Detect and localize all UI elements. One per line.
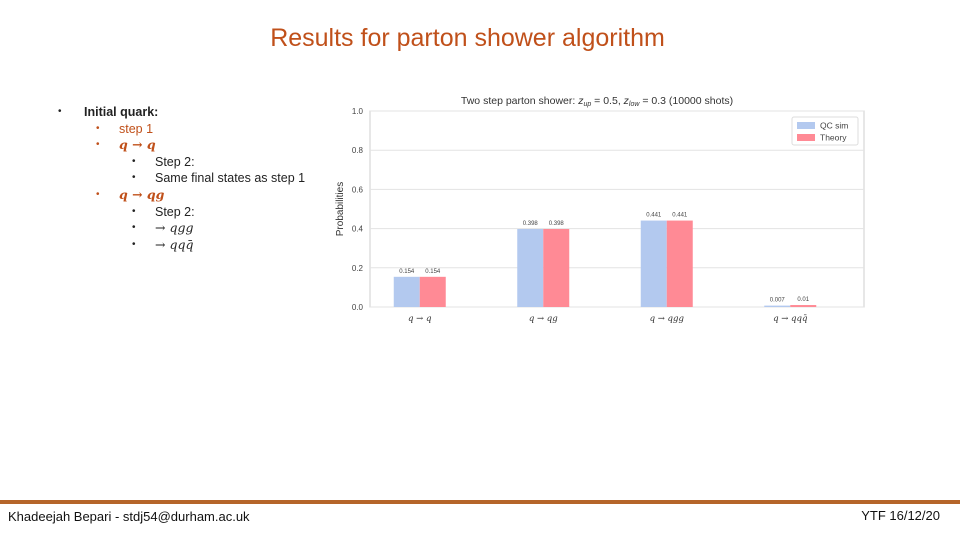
bullet-item: • step 1 (58, 121, 358, 138)
bullet-item: • → qqq̄ (58, 237, 358, 254)
bar-value-label: 0.441 (672, 213, 688, 219)
bullet-item: • Initial quark: (58, 104, 358, 121)
bar-value-label: 0.441 (646, 213, 662, 219)
bar-value-label: 0.01 (797, 297, 809, 303)
legend-swatch (797, 122, 815, 129)
bullet-text: step 1 (119, 121, 154, 136)
y-axis-label: Probabilities (335, 182, 346, 236)
footer-date: YTF 16/12/20 (861, 508, 940, 523)
bar-value-label: 0.007 (770, 298, 786, 304)
bar (640, 220, 667, 307)
bullet-item: • Same final states as step 1 (58, 170, 358, 187)
y-tick-label: 0.4 (352, 225, 364, 234)
bar (517, 228, 544, 307)
bullet-text: → qgg (155, 220, 194, 236)
bar (419, 276, 446, 307)
legend-swatch (797, 134, 815, 141)
bullet-text: Step 2: (155, 204, 195, 219)
bar-chart: 0.0 0.2 0.4 0.6 0.8 1.0 Probabilities Two step … (330, 88, 875, 333)
bullet-text: → qqq̄ (155, 236, 194, 252)
bullet-dot-icon: • (132, 222, 136, 234)
bar-value-label: 0.154 (425, 269, 441, 275)
y-tick-label: 0.6 (352, 185, 364, 194)
bullet-item: • q → qg (58, 187, 358, 204)
bullet-item: • q → q (58, 137, 358, 154)
bullet-item: • Step 2: (58, 204, 358, 221)
bullet-dot-icon: • (132, 155, 136, 167)
bar (764, 305, 791, 307)
bullet-text: Same final states as step 1 (155, 171, 306, 186)
legend-label: Theory (820, 133, 847, 143)
x-tick-label: q → qqq̄ (773, 314, 808, 324)
chart-svg: 0.0 0.2 0.4 0.6 0.8 1.0 Probabilities Two step … (335, 95, 865, 324)
bullet-item: • Step 2: (58, 154, 358, 171)
y-tick-label: 0.8 (352, 146, 364, 155)
chart-title: Two step parton shower: zup = 0.5, zlow … (461, 95, 733, 108)
bullet-dot-icon: • (96, 188, 100, 200)
y-tick-label: 0.2 (352, 264, 364, 273)
bullet-text: Step 2: (155, 154, 195, 169)
slide-title: Results for parton shower algorithm (270, 24, 665, 52)
y-tick-label: 0.0 (352, 303, 364, 312)
x-tick-label: q → qgg (650, 314, 685, 324)
bullet-dot-icon: • (96, 139, 100, 151)
bar (790, 305, 817, 307)
bar (666, 220, 693, 307)
x-tick-label: q → q (408, 314, 432, 324)
legend-label: QC sim (820, 121, 848, 131)
bullet-list: • Initial quark: • step 1 • q → q • Step 2: • Sam… (58, 104, 358, 253)
bullet-dot-icon: • (132, 205, 136, 217)
bullet-dot-icon: • (132, 238, 136, 250)
bullet-dot-icon: • (58, 106, 62, 117)
bar (393, 276, 420, 307)
bar-value-label: 0.398 (549, 221, 565, 227)
bar-value-label: 0.398 (523, 221, 539, 227)
bullet-text: Initial quark: (84, 105, 159, 119)
y-tick-label: 1.0 (352, 107, 364, 116)
x-tick-label: q → qg (529, 314, 558, 324)
bar (543, 228, 570, 307)
bar-value-label: 0.154 (399, 269, 415, 275)
footer-divider (0, 500, 960, 504)
bullet-text: q → q (119, 137, 156, 153)
bullet-dot-icon: • (132, 172, 136, 184)
bullet-text: q → qg (119, 186, 165, 202)
plot-area (369, 110, 865, 308)
footer-author: Khadeejah Bepari - stdj54@durham.ac.uk (8, 509, 250, 524)
bullet-dot-icon: • (96, 122, 100, 134)
bullet-item: • → qgg (58, 220, 358, 237)
